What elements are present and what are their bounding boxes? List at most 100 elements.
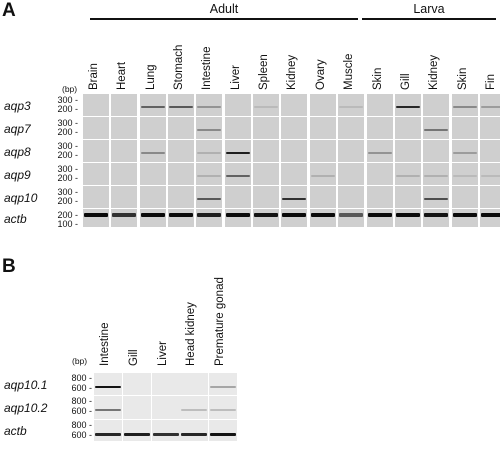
band-actb-5 <box>225 213 250 217</box>
band-aqp9-4 <box>197 175 222 177</box>
band-aqp8-4 <box>197 152 222 154</box>
tick-label-aqp10-0: 300 - <box>57 187 78 197</box>
tick-label-actb-1: 100 - <box>57 219 78 229</box>
gel-lane-aqp8-11 <box>394 140 421 162</box>
tick-label-b-aqp10.2-1: 600 - <box>71 406 92 416</box>
gel-lane-b-aqp10.1-0 <box>94 373 122 395</box>
gel-lane-aqp9-13 <box>451 163 478 185</box>
gel-lane-aqp3-9 <box>338 94 365 116</box>
gel-lane-aqp3-8 <box>309 94 336 116</box>
gel-lane-aqp10-9 <box>338 186 365 208</box>
gel-lane-b-actb-4 <box>209 420 238 441</box>
band-aqp3-4 <box>197 106 222 108</box>
column-label-14: Fin <box>484 74 497 90</box>
band-b-actb-4 <box>210 433 237 436</box>
gel-lane-actb-14 <box>479 209 500 227</box>
band-b-actb-1 <box>123 433 150 436</box>
gel-lane-aqp10-8 <box>309 186 336 208</box>
band-aqp7-12 <box>424 129 449 131</box>
band-actb-4 <box>197 213 222 217</box>
tick-label-aqp9-1: 200 - <box>57 173 78 183</box>
gel-lane-aqp10-14 <box>479 186 500 208</box>
band-aqp8-5 <box>225 152 250 154</box>
column-label-11: Gill <box>399 73 412 90</box>
gel-lane-aqp7-4 <box>196 117 223 139</box>
band-actb-8 <box>310 213 335 217</box>
gel-lane-aqp9-2 <box>139 163 166 185</box>
band-aqp8-10 <box>367 152 392 154</box>
gel-lane-actb-8 <box>309 209 336 227</box>
gel-lane-b-actb-1 <box>122 420 151 441</box>
band-actb-11 <box>395 213 420 217</box>
band-aqp9-8 <box>310 175 335 177</box>
gel-lane-aqp10-7 <box>281 186 308 208</box>
gel-lane-actb-13 <box>451 209 478 227</box>
column-label-12: Kidney <box>428 54 441 90</box>
group-label-larva: Larva <box>413 2 445 16</box>
band-actb-14 <box>480 213 500 217</box>
gene-label-aqp10: aqp10 <box>4 190 38 205</box>
gel-lane-aqp7-12 <box>423 117 450 139</box>
band-actb-2 <box>140 213 165 217</box>
gene-label-aqp3: aqp3 <box>4 98 31 113</box>
tick-label-aqp8-0: 300 - <box>57 141 78 151</box>
band-actb-3 <box>169 213 194 217</box>
band-aqp3-14 <box>480 106 500 108</box>
band-actb-1 <box>112 213 137 217</box>
gel-lane-aqp8-3 <box>168 140 195 162</box>
band-aqp3-6 <box>254 106 279 108</box>
band-b-actb-0 <box>95 433 121 436</box>
gel-lane-aqp8-0 <box>83 140 109 162</box>
band-aqp8-13 <box>452 152 477 154</box>
band-aqp3-3 <box>169 106 194 108</box>
band-actb-7 <box>282 213 307 217</box>
band-aqp10-4 <box>197 198 222 200</box>
gel-lane-aqp7-2 <box>139 117 166 139</box>
tick-label-b-actb-1: 600 - <box>71 430 92 440</box>
band-aqp3-9 <box>339 106 364 108</box>
gel-lane-b-actb-0 <box>94 420 122 441</box>
gene-label-actb: actb <box>4 211 27 226</box>
gel-lane-actb-10 <box>366 209 393 227</box>
gel-lane-aqp8-14 <box>479 140 500 162</box>
gel-lane-aqp3-5 <box>224 94 251 116</box>
gel-lane-aqp3-0 <box>83 94 109 116</box>
gel-lane-aqp3-13 <box>451 94 478 116</box>
gel-lane-aqp7-13 <box>451 117 478 139</box>
column-label-8: Ovary <box>314 59 327 90</box>
column-label-2: Lung <box>144 64 157 90</box>
group-label-adult: Adult <box>209 2 239 16</box>
tick-label-b-aqp10.1-1: 600 - <box>71 383 92 393</box>
gel-lane-aqp9-14 <box>479 163 500 185</box>
gene-label-b-aqp10.2: aqp10.2 <box>4 401 48 415</box>
gel-lane-aqp8-6 <box>253 140 280 162</box>
column-label-5: Liver <box>229 65 242 90</box>
column-label-10: Skin <box>371 67 384 90</box>
group-rule-adult <box>90 18 358 20</box>
gel-lane-aqp3-2 <box>139 94 166 116</box>
gel-lane-aqp9-6 <box>253 163 280 185</box>
gel-lane-aqp10-5 <box>224 186 251 208</box>
panel-b-unit: (bp) <box>72 356 88 366</box>
tick-label-actb-0: 200 - <box>57 210 78 220</box>
gel-lane-b-aqp10.1-2 <box>151 373 180 395</box>
tick-label-aqp9-0: 300 - <box>57 164 78 174</box>
gel-lane-aqp9-3 <box>168 163 195 185</box>
band-b-actb-2 <box>152 433 179 436</box>
tick-label-b-aqp10.1-0: 800 - <box>71 373 92 383</box>
tick-label-b-aqp10.2-0: 800 - <box>71 396 92 406</box>
gel-lane-aqp7-8 <box>309 117 336 139</box>
gel-lane-aqp8-9 <box>338 140 365 162</box>
gel-lane-actb-9 <box>338 209 365 227</box>
gel-lane-aqp7-6 <box>253 117 280 139</box>
band-b-aqp10.2-3 <box>181 409 208 411</box>
gel-lane-actb-0 <box>83 209 109 227</box>
band-aqp9-5 <box>225 175 250 177</box>
gel-lane-aqp8-13 <box>451 140 478 162</box>
column-label-0: Brain <box>88 63 100 90</box>
band-b-aqp10.1-0 <box>95 386 121 388</box>
gene-label-aqp8: aqp8 <box>4 144 31 159</box>
band-actb-0 <box>84 213 108 217</box>
tick-label-aqp8-1: 200 - <box>57 150 78 160</box>
column-label-b-1: Gill <box>127 349 140 366</box>
